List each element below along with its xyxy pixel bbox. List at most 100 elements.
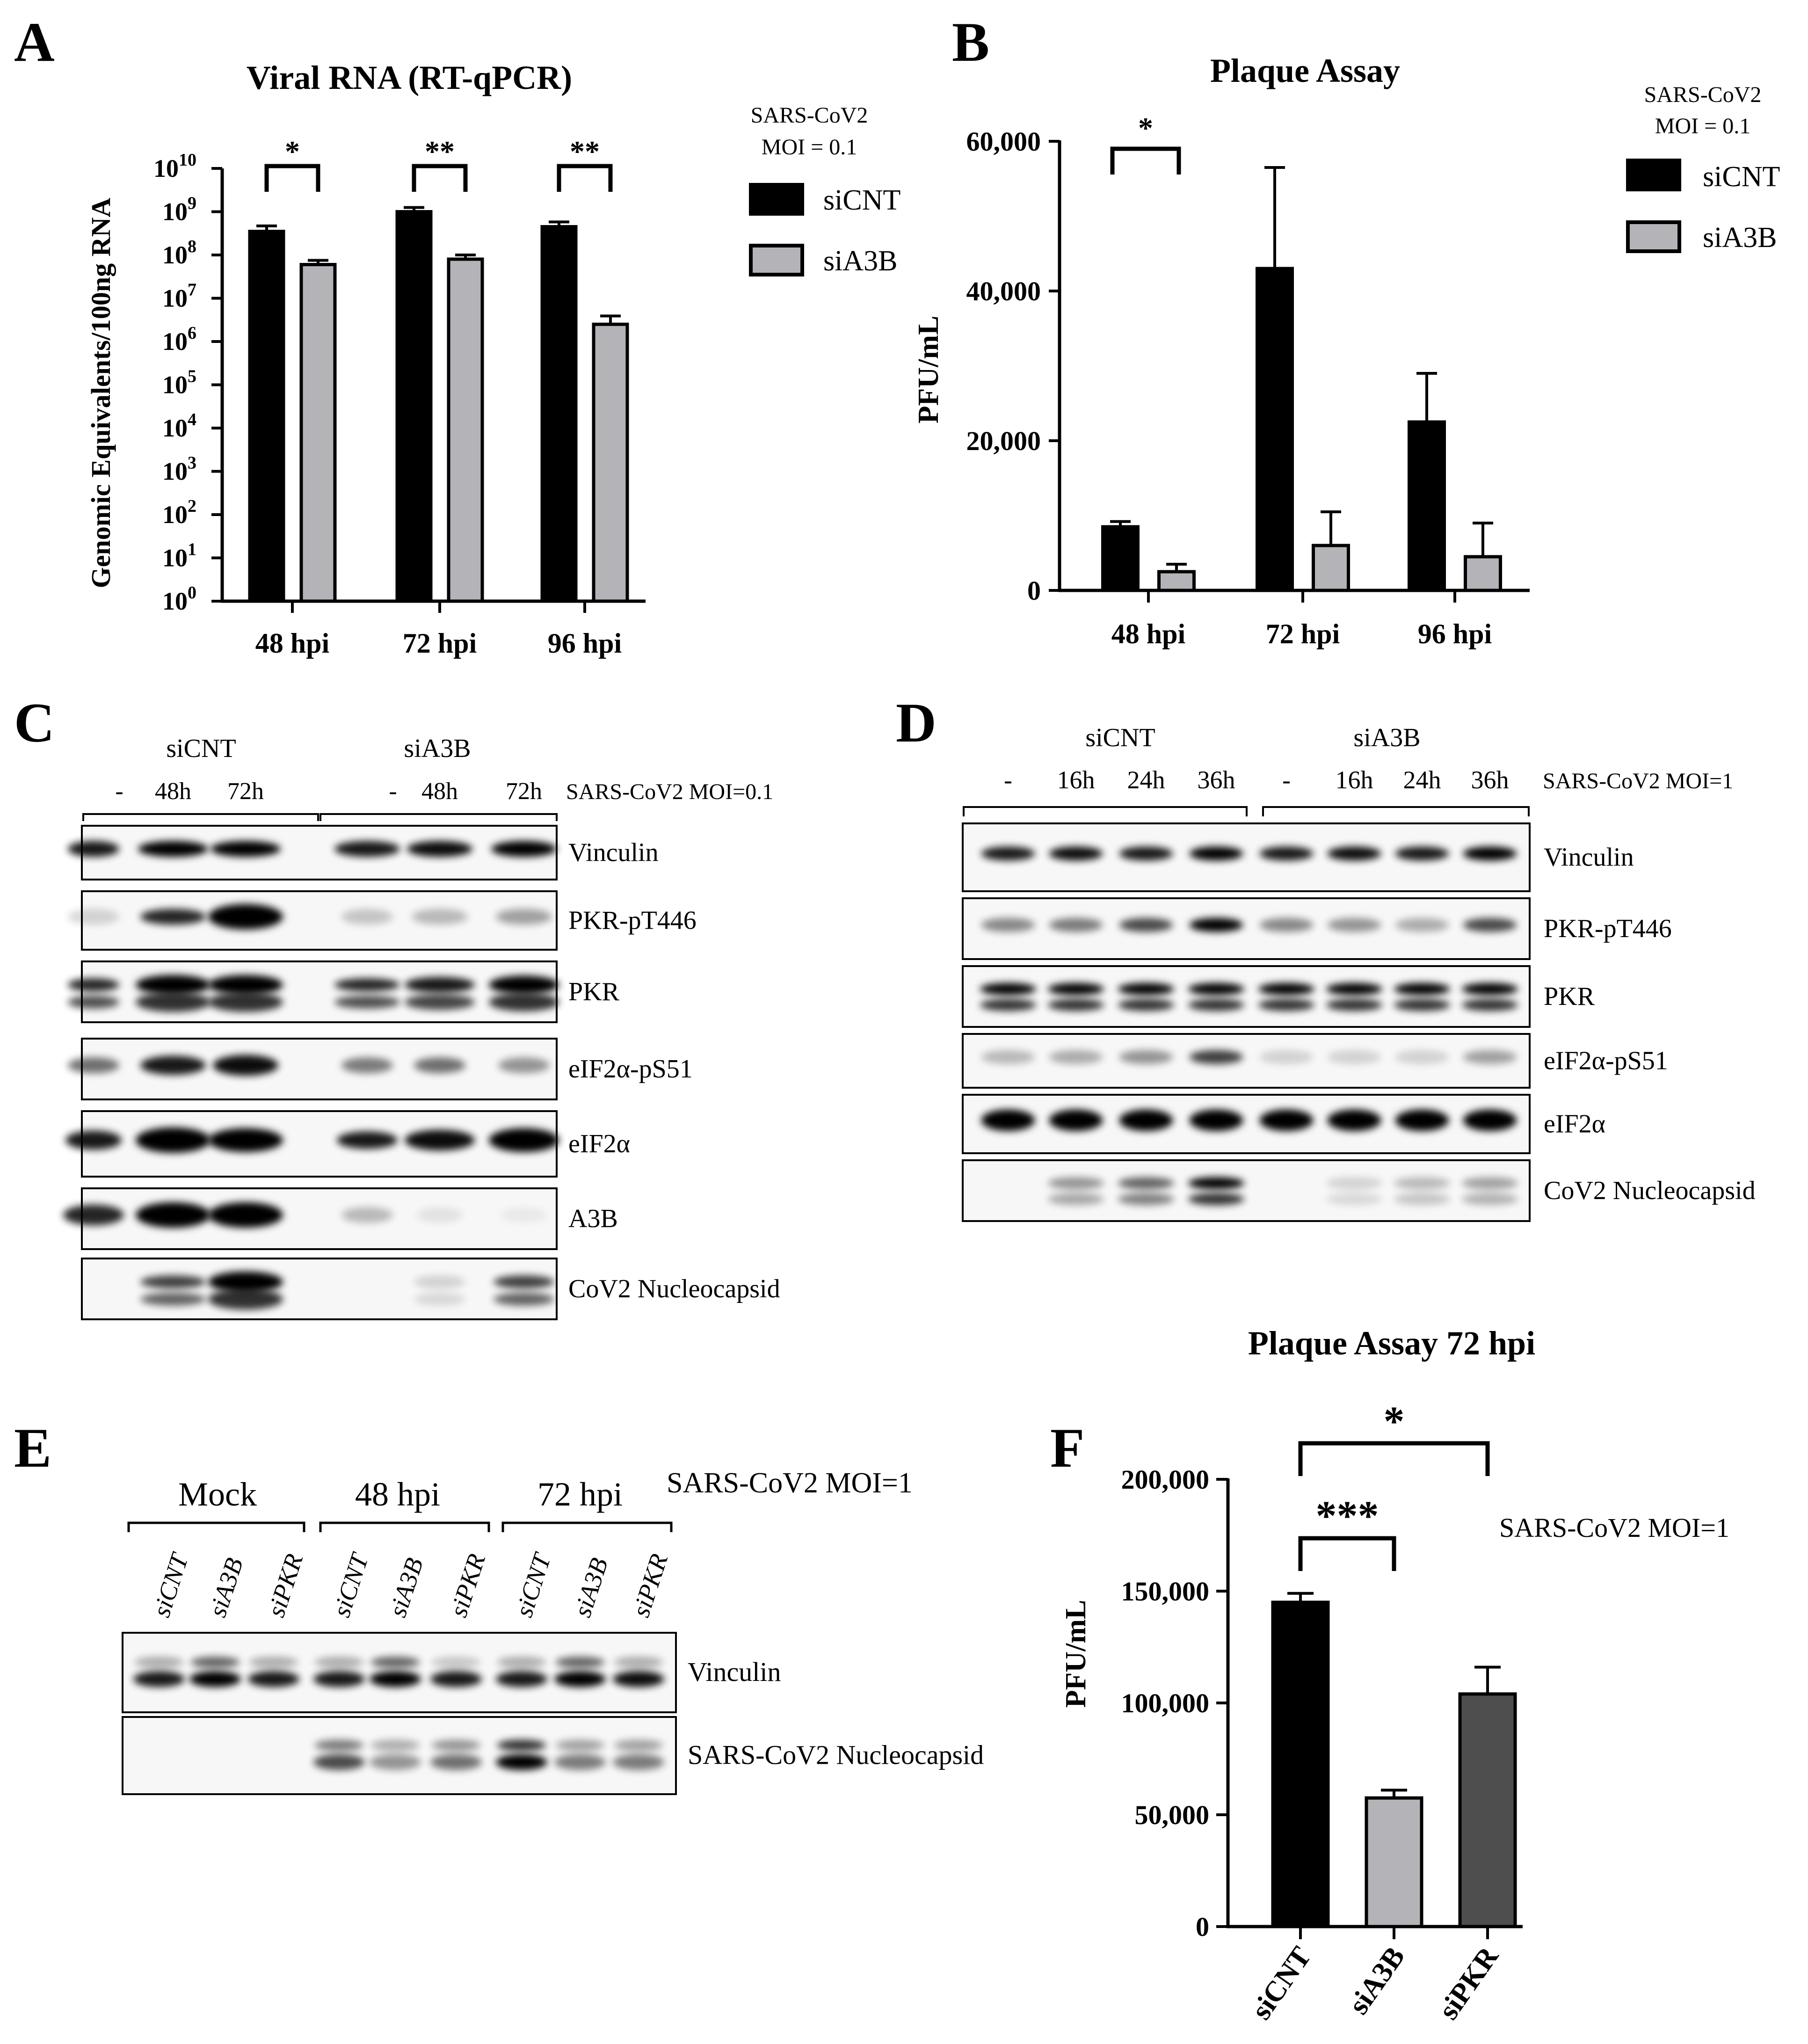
panel-c-band <box>213 1055 278 1076</box>
panel-c-band <box>489 993 559 1011</box>
panel-d-band <box>1259 1109 1314 1131</box>
panel-c-band <box>68 841 119 857</box>
panel-f-bar-sicnt <box>1271 1600 1330 1928</box>
panel-b-bar-sicnt-1 <box>1256 267 1294 592</box>
panel-e-band <box>554 1754 606 1770</box>
panel-d-band <box>1049 1109 1103 1131</box>
panel-c-band <box>136 1127 211 1153</box>
panel-a-legend-title-2: MOI = 0.1 <box>762 135 857 160</box>
panel-d-band <box>1048 1177 1104 1189</box>
panel-b-ytick-label: 0 <box>1027 575 1041 606</box>
panel-f-xlabel: siCNT <box>1245 1941 1318 2025</box>
panel-c-band <box>334 841 400 857</box>
panel-d-band <box>1326 983 1382 995</box>
panel-c-band <box>208 1271 283 1293</box>
panel-a-sig-bracket <box>412 164 468 192</box>
panel-a-ytick-label: 106 <box>162 323 196 356</box>
panel-e-condition-label: SARS-CoV2 MOI=1 <box>667 1467 913 1499</box>
panel-d-condition-label: SARS-CoV2 MOI=1 <box>1543 769 1733 793</box>
panel-e-group-bracket <box>501 1521 673 1532</box>
panel-d-lane-label: 24h <box>1403 766 1441 794</box>
panel-e-band <box>497 1739 546 1751</box>
panel-e-band <box>314 1739 364 1751</box>
panel-a-ytick-label: 105 <box>162 367 196 399</box>
panel-d-lane-label: - <box>1282 766 1291 794</box>
panel-e-band <box>431 1739 481 1751</box>
panel-c-row-label: PKR <box>568 977 620 1006</box>
panel-d-lane-label: 36h <box>1198 766 1235 794</box>
panel-c-row-label: A3B <box>568 1204 618 1233</box>
panel-f-ytick-label: 100,000 <box>1121 1688 1210 1718</box>
panel-d-band <box>1049 1050 1103 1064</box>
panel-d-band <box>1119 918 1173 932</box>
panel-d-band <box>980 983 1036 995</box>
panel-b-ytick-label: 40,000 <box>966 276 1041 306</box>
panel-c-lane-label: 48h <box>155 778 191 805</box>
panel-e-band <box>497 1657 546 1668</box>
panel-c-band <box>208 1202 283 1228</box>
panel-c-row-label: eIF2α <box>568 1129 630 1158</box>
panel-e-group-bracket <box>319 1521 490 1532</box>
panel-c-lane-label: 72h <box>227 778 264 805</box>
panel-a-ytick-label: 107 <box>162 280 196 313</box>
panel-d-row-label: Vinculin <box>1544 843 1634 872</box>
panel-a-legend-label-sia3b: siA3B <box>823 245 897 277</box>
panel-f-xlabel: siPKR <box>1432 1941 1505 2025</box>
panel-a-ytick-label: 1010 <box>153 150 196 182</box>
panel-d-lane-label: - <box>1004 766 1012 794</box>
panel-d-lane-label: 36h <box>1471 766 1509 794</box>
panel-letter-a: A <box>14 11 55 73</box>
panel-c-row-label: PKR-pT446 <box>568 906 697 935</box>
panel-b-xlabel: 72 hpi <box>1266 618 1340 649</box>
panel-letter-d: D <box>896 691 937 754</box>
panel-c-western-blot: siCNT siA3B- 48h 72h -48h 72h SARS-CoV2 MOI=0.… <box>63 734 780 1320</box>
panel-b-legend-label-sia3b: siA3B <box>1703 222 1777 254</box>
panel-d-band <box>1326 1177 1382 1189</box>
panel-e-band <box>555 1657 605 1668</box>
panel-d-band <box>1188 1193 1244 1205</box>
panel-d-band <box>1119 846 1173 861</box>
panel-e-band <box>431 1657 481 1668</box>
panel-letter-e: E <box>14 1417 51 1479</box>
panel-f-title: Plaque Assay 72 hpi <box>1248 1324 1535 1362</box>
panel-a-sig-label: ** <box>425 135 455 168</box>
panel-a-sig-bracket <box>264 164 320 192</box>
panel-e-band <box>613 1671 664 1687</box>
panel-d-group-bracket <box>1262 806 1530 816</box>
panel-d-band <box>1327 1050 1381 1064</box>
panel-e-group-label: 48 hpi <box>355 1476 440 1513</box>
panel-e-lane-label: siPKR <box>444 1550 491 1621</box>
panel-e-lane-label: siCNT <box>147 1549 194 1621</box>
panel-c-band <box>140 909 206 925</box>
panel-b-xlabel: 96 hpi <box>1418 618 1492 649</box>
panel-b-legend-swatch-sicnt <box>1626 159 1681 191</box>
panel-d-band <box>981 846 1035 861</box>
panel-d-band <box>1189 1109 1243 1131</box>
panel-e-band <box>370 1671 421 1687</box>
panel-d-row-label: CoV2 Nucleocapsid <box>1544 1176 1756 1205</box>
panel-a-ytick-label: 104 <box>162 410 196 442</box>
panel-e-band <box>496 1671 547 1687</box>
panel-d-row-label: PKR <box>1544 982 1595 1011</box>
panel-d-band <box>981 918 1035 932</box>
panel-c-band <box>337 1131 398 1149</box>
panel-e-band <box>248 1671 299 1687</box>
panel-b-bar-sia3b-1 <box>1312 544 1350 592</box>
panel-c-band <box>65 1130 122 1150</box>
panel-e-row-label: SARS-CoV2 Nucleocapsid <box>688 1740 984 1770</box>
panel-c-band <box>496 909 552 925</box>
panel-c-band <box>68 978 119 991</box>
panel-f-sig-label: * <box>1384 1398 1405 1445</box>
panel-a-ytick-label: 101 <box>162 540 196 572</box>
panel-d-band <box>1119 1109 1173 1131</box>
panel-letter-f: F <box>1050 1417 1084 1479</box>
panel-b-bar-sicnt-0 <box>1101 525 1140 592</box>
panel-letter-b: B <box>952 11 989 73</box>
panel-a-sig-label: * <box>285 135 300 168</box>
panel-a-bar-sicnt-2 <box>540 225 578 603</box>
panel-c-band <box>489 975 559 994</box>
panel-d-blot-strip <box>962 965 1531 1028</box>
panel-d-band <box>1462 983 1518 995</box>
panel-d-band <box>1118 1193 1174 1205</box>
panel-d-band <box>1119 1050 1173 1064</box>
